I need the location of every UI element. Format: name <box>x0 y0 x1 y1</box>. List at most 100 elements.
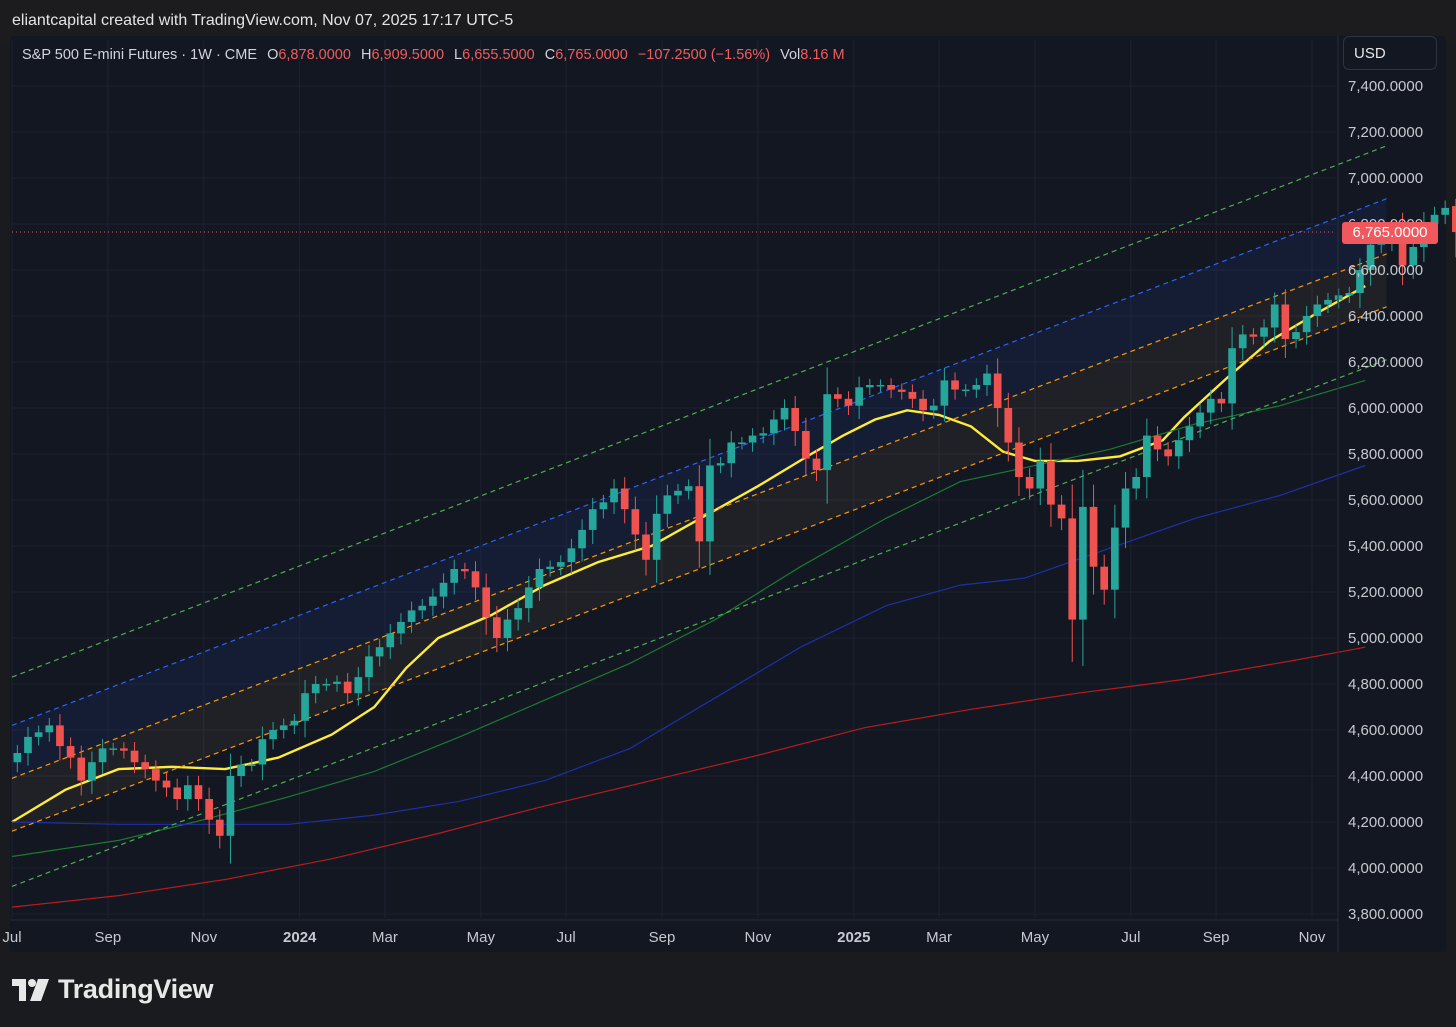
candle-body <box>482 587 491 618</box>
overlay-line-4 <box>11 145 1387 678</box>
overlay-line-5 <box>11 198 1387 726</box>
candle-body <box>130 750 139 763</box>
candle-body <box>1334 295 1343 300</box>
candle-body <box>162 780 171 788</box>
candle-body <box>1132 477 1141 489</box>
candle-body <box>98 748 107 763</box>
candle-body <box>578 529 586 549</box>
candle-body <box>311 684 320 694</box>
candle-body <box>173 787 181 799</box>
high-label: H <box>360 47 372 63</box>
tradingview-logo[interactable]: TradingView <box>12 974 214 1005</box>
overlay-line-6 <box>11 253 1387 779</box>
currency-button[interactable]: USD <box>1343 36 1437 70</box>
candle-body <box>663 495 672 514</box>
candle-body <box>1100 566 1109 590</box>
candle-body <box>258 739 267 765</box>
candle-body <box>588 509 597 530</box>
candle-body <box>684 486 693 491</box>
y-tick-label: 5,200.0000 <box>1348 584 1423 601</box>
footer <box>0 952 1456 1027</box>
candle-body <box>418 605 427 611</box>
candle-body <box>940 380 949 406</box>
x-tick-label: Nov <box>745 929 772 946</box>
low-value: 6,655.5000 <box>462 47 535 63</box>
candle-body <box>706 465 714 542</box>
x-tick-label: Nov <box>190 929 217 946</box>
y-tick-label: 6,600.0000 <box>1348 262 1423 279</box>
candle-body <box>226 776 235 836</box>
overlay-line-3 <box>11 646 1366 908</box>
candle-body <box>301 693 309 721</box>
candle-body <box>450 569 459 583</box>
candle-body <box>237 764 245 776</box>
candle-body <box>1143 435 1151 477</box>
x-tick-label: Jul <box>2 929 21 946</box>
candle-body <box>503 619 512 638</box>
candle-body <box>493 617 501 638</box>
candle-body <box>802 431 810 459</box>
candle-body <box>13 753 22 763</box>
candle-body <box>695 486 704 542</box>
candle-body <box>727 442 736 464</box>
candle-body <box>770 419 778 434</box>
candle-body <box>610 488 618 503</box>
tradingview-brand-text: TradingView <box>58 974 214 1004</box>
candle-body <box>961 389 970 392</box>
candle-body <box>1398 228 1407 266</box>
candle-body <box>333 681 341 684</box>
candle-body <box>567 548 576 563</box>
y-tick-label: 7,000.0000 <box>1348 170 1423 187</box>
candle-body <box>397 621 405 634</box>
candle-body <box>183 785 192 799</box>
y-tick-label: 5,000.0000 <box>1348 630 1423 647</box>
x-tick-label: Sep <box>649 929 676 946</box>
candle-body <box>88 762 96 781</box>
candle-body <box>1068 518 1077 620</box>
y-tick-label: 6,000.0000 <box>1348 400 1423 417</box>
volume-value: 8.16 M <box>800 47 845 63</box>
open-label: O <box>267 47 279 63</box>
candle-body <box>929 405 938 411</box>
candle-body <box>599 502 608 510</box>
candle-body <box>1185 426 1194 441</box>
candle-body <box>1356 270 1364 293</box>
candle-body <box>1079 506 1087 620</box>
candle-body <box>215 819 224 836</box>
candle-body <box>972 385 981 390</box>
y-tick-label: 4,600.0000 <box>1348 722 1423 739</box>
chart-frame[interactable] <box>10 36 1446 952</box>
candle-body <box>1441 207 1450 215</box>
candle-body <box>674 490 682 496</box>
candle-body <box>365 656 373 678</box>
candle-body <box>1228 348 1236 404</box>
x-tick-label: Sep <box>95 929 122 946</box>
open-value: 6,878.0000 <box>278 47 351 63</box>
candle-body <box>652 513 661 560</box>
y-tick-label: 4,400.0000 <box>1348 768 1423 785</box>
candle-body <box>1015 442 1023 477</box>
candle-body <box>716 463 725 466</box>
candle-body <box>1217 398 1226 404</box>
candle-body <box>66 746 75 758</box>
y-tick-label: 7,200.0000 <box>1348 124 1423 141</box>
candle-body <box>439 582 448 597</box>
candle-body <box>461 569 469 572</box>
candle-body <box>993 373 1002 408</box>
candle-body <box>1206 398 1215 413</box>
x-tick-label: Jul <box>1121 929 1140 946</box>
overlay-line-7 <box>11 306 1387 832</box>
candle-body <box>1345 293 1354 296</box>
candle-body <box>109 748 118 750</box>
y-tick-label: 4,000.0000 <box>1348 860 1423 877</box>
tradingview-logo-icon <box>12 978 50 1001</box>
y-tick-label: 6,200.0000 <box>1348 354 1423 371</box>
candle-body <box>1270 304 1279 328</box>
x-tick-label: Mar <box>372 929 398 946</box>
last-price-label: 6,765.0000 <box>1342 222 1438 244</box>
overlay-line-2 <box>11 464 1366 825</box>
candle-body <box>631 509 640 535</box>
candle-body <box>1313 304 1322 316</box>
high-value: 6,909.5000 <box>371 47 445 63</box>
